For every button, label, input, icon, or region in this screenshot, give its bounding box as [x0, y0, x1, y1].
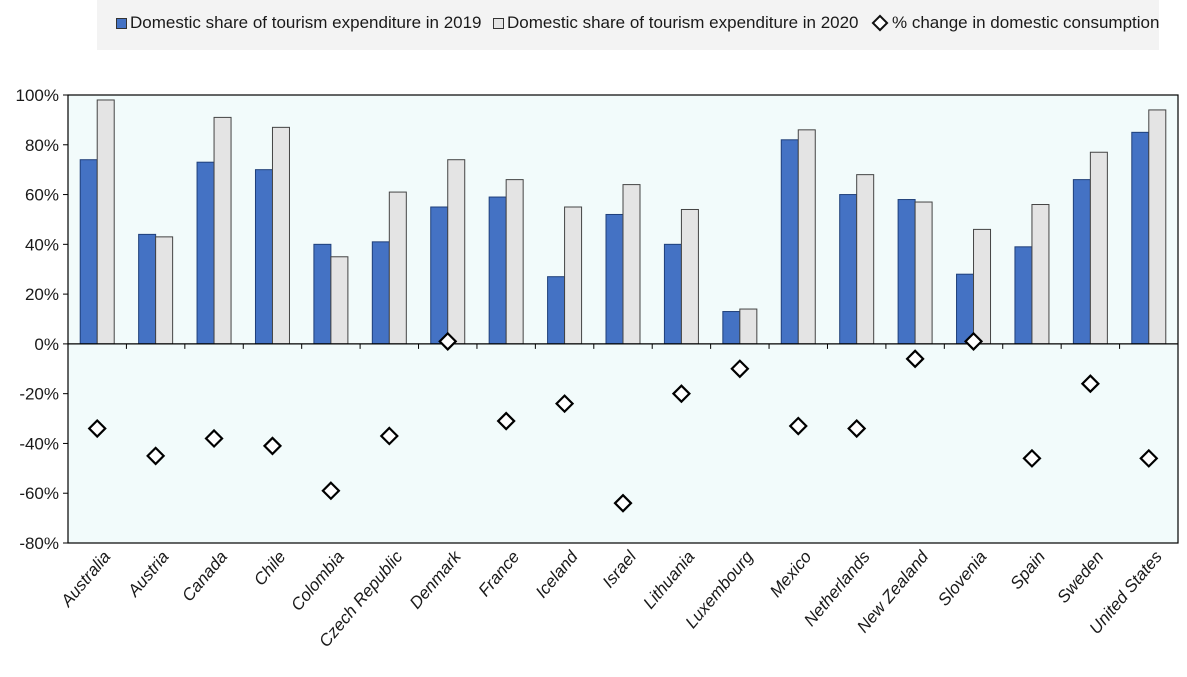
- bar-2020: [330, 256, 349, 345]
- legend: Domestic share of tourism expenditure in…: [97, 0, 1159, 50]
- bar-2020: [96, 99, 115, 345]
- change-marker: [321, 481, 341, 501]
- bar-2019: [254, 169, 273, 345]
- change-marker: [496, 411, 516, 431]
- y-tick-label: 20%: [25, 285, 59, 304]
- change-marker: [671, 384, 691, 404]
- category-label: Colombia: [287, 547, 348, 614]
- category-label: Sweden: [1053, 547, 1107, 606]
- bar-2019: [196, 161, 215, 345]
- bar-2020: [856, 174, 875, 345]
- bar-2020: [505, 179, 524, 345]
- bar-2019: [722, 311, 741, 345]
- legend-label-2019: Domestic share of tourism expenditure in…: [130, 13, 482, 32]
- bar-2020: [797, 129, 816, 345]
- bar-2019: [663, 243, 682, 345]
- category-label: Chile: [250, 547, 289, 589]
- change-marker: [379, 426, 399, 446]
- bar-2020: [213, 116, 232, 345]
- bar-2019: [313, 243, 332, 345]
- legend-item-change: % change in domestic consumption: [871, 13, 1159, 33]
- category-label: Denmark: [406, 546, 466, 612]
- change-marker: [438, 331, 458, 351]
- y-tick-label: 100%: [16, 86, 59, 105]
- y-tick-label: 60%: [25, 186, 59, 205]
- change-marker: [847, 418, 867, 439]
- y-tick-label: -40%: [19, 434, 59, 453]
- bar-2019: [605, 213, 624, 345]
- category-label: Spain: [1007, 547, 1050, 593]
- bar-2019: [780, 139, 799, 345]
- bar-2020: [973, 228, 992, 345]
- bar-2020: [1148, 109, 1167, 345]
- change-marker: [87, 418, 107, 439]
- bar-2019: [79, 159, 98, 345]
- y-tick-label: 0%: [34, 335, 59, 354]
- category-label: Slovenia: [934, 547, 990, 609]
- bar-2020: [622, 184, 641, 345]
- bar-2020: [447, 159, 466, 345]
- category-label: Israel: [599, 546, 641, 591]
- y-tick-label: -60%: [19, 484, 59, 503]
- y-tick-label: 40%: [25, 235, 59, 254]
- change-marker: [788, 416, 808, 436]
- change-marker: [555, 394, 575, 414]
- bar-2019: [956, 273, 975, 345]
- change-marker: [146, 446, 166, 466]
- bar-2019: [430, 206, 449, 345]
- legend-item-2020: Domestic share of tourism expenditure in…: [493, 13, 859, 33]
- bar-2020: [271, 126, 290, 345]
- category-label: Austria: [123, 547, 172, 601]
- change-marker: [1080, 374, 1100, 394]
- y-tick-label: -80%: [19, 534, 59, 553]
- bar-2020: [680, 208, 699, 345]
- bar-2020: [155, 236, 174, 345]
- bar-2019: [897, 199, 916, 345]
- legend-item-2019: Domestic share of tourism expenditure in…: [116, 13, 482, 33]
- bar-2019: [1131, 131, 1150, 345]
- bar-2020: [739, 308, 758, 345]
- legend-swatch-2019: [116, 17, 127, 29]
- bar-2020: [388, 191, 407, 345]
- change-marker: [613, 493, 633, 513]
- bar-2019: [839, 194, 858, 345]
- bar-2020: [914, 201, 933, 345]
- category-label: Mexico: [766, 547, 815, 600]
- change-marker: [1139, 448, 1159, 468]
- bar-2019: [1072, 179, 1091, 345]
- category-label: Lithuania: [640, 547, 699, 612]
- bar-2020: [1089, 151, 1108, 345]
- change-marker: [204, 428, 224, 449]
- bar-2019: [138, 233, 157, 345]
- change-marker: [905, 349, 925, 369]
- bar-2020: [564, 206, 583, 345]
- change-marker: [1022, 448, 1042, 468]
- bar-2019: [547, 276, 566, 345]
- legend-label-2020: Domestic share of tourism expenditure in…: [507, 13, 859, 32]
- change-marker: [262, 436, 283, 456]
- category-label: France: [475, 547, 524, 600]
- bar-2019: [488, 196, 507, 345]
- change-marker: [730, 359, 750, 379]
- y-tick-label: 80%: [25, 136, 59, 155]
- category-label: Australia: [57, 547, 115, 611]
- legend-label-change: % change in domestic consumption: [892, 13, 1160, 32]
- bar-2019: [371, 241, 390, 345]
- bar-2020: [1031, 204, 1050, 345]
- category-label: Canada: [178, 547, 231, 605]
- bar-2019: [1014, 246, 1033, 345]
- category-label: Iceland: [532, 547, 582, 602]
- change-marker: [963, 331, 984, 351]
- y-tick-label: -20%: [19, 385, 59, 404]
- legend-swatch-2020: [493, 17, 504, 29]
